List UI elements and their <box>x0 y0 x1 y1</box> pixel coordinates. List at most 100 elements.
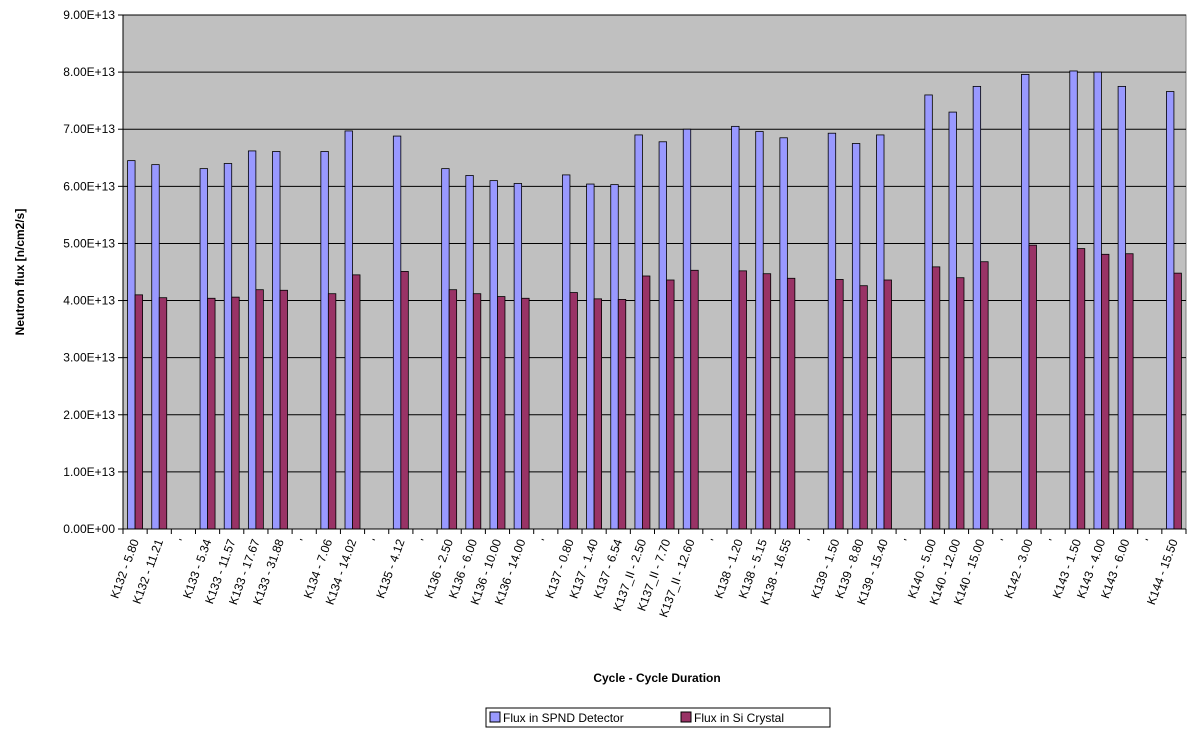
bar-si <box>134 294 143 530</box>
bar-spnd <box>851 143 861 530</box>
bar-si <box>279 289 288 530</box>
bar-spnd <box>972 85 982 530</box>
x-tick-label: ' <box>901 537 915 544</box>
bar-si <box>207 297 216 530</box>
bar-spnd <box>779 137 788 530</box>
bar-spnd <box>272 151 281 530</box>
bar-si <box>1173 272 1182 530</box>
bar-si <box>835 279 844 530</box>
legend-label-spnd: Flux in SPND Detector <box>503 711 624 725</box>
bar-si <box>521 297 530 530</box>
bar-si <box>1101 253 1110 530</box>
y-tick-label: 1.00E+13 <box>63 465 115 479</box>
x-tick-label: ' <box>539 537 553 544</box>
bar-spnd <box>151 164 160 530</box>
x-tick-label: ' <box>370 537 384 544</box>
bar-spnd <box>876 134 885 530</box>
y-axis-title: Neutron flux [n/cm2/s] <box>13 209 27 336</box>
bar-spnd <box>465 175 474 530</box>
bar-spnd <box>948 111 957 530</box>
y-tick-label: 9.00E+13 <box>63 8 115 22</box>
bar-si <box>883 279 892 530</box>
bar-spnd <box>344 130 353 530</box>
bar-si <box>327 293 337 530</box>
bar-spnd <box>731 125 740 530</box>
bar-si <box>617 299 627 530</box>
legend-swatch-si <box>680 711 692 723</box>
bars <box>127 70 1182 530</box>
bar-spnd <box>1093 71 1102 530</box>
bar-spnd <box>392 135 402 530</box>
x-tick-label: ' <box>1046 537 1060 544</box>
y-tick-label: 4.00E+13 <box>63 294 115 308</box>
bar-si <box>448 289 458 530</box>
x-tick-label: ' <box>297 537 311 544</box>
y-tick-label: 7.00E+13 <box>63 122 115 136</box>
y-tick-label: 2.00E+13 <box>63 408 115 422</box>
bar-si <box>738 270 747 530</box>
x-tick-label: ' <box>998 537 1012 544</box>
y-tick-label: 3.00E+13 <box>63 351 115 365</box>
y-tick-label: 5.00E+13 <box>63 236 115 250</box>
bar-si <box>956 277 965 530</box>
bar-spnd <box>1117 85 1127 530</box>
axes <box>118 14 1187 534</box>
bar-si <box>400 271 409 530</box>
bar-si <box>931 266 941 530</box>
bar-spnd <box>441 168 450 530</box>
bar-spnd <box>610 184 619 530</box>
legend-box <box>485 707 831 728</box>
x-tick-label: K144 - 15.50 <box>1144 537 1181 607</box>
bar-si <box>158 297 168 530</box>
bar-spnd <box>1021 73 1030 530</box>
bar-si <box>352 274 361 530</box>
y-tick-label: 8.00E+13 <box>63 65 115 79</box>
bar-spnd <box>1166 91 1175 530</box>
bar-spnd <box>199 168 208 530</box>
bar-si <box>666 279 675 530</box>
bar-si <box>231 296 240 530</box>
bar-spnd <box>127 160 136 530</box>
bar-spnd <box>562 174 571 530</box>
bar-si <box>762 273 772 530</box>
bar-spnd <box>586 183 595 530</box>
x-tick-label: ' <box>804 537 818 544</box>
bar-spnd <box>247 150 257 530</box>
bar-si <box>980 261 989 530</box>
y-tick-label: 0.00E+00 <box>63 522 115 536</box>
bar-si <box>859 285 868 530</box>
x-tick-label: ' <box>418 537 432 544</box>
bar-si <box>642 275 651 530</box>
bar-si <box>472 293 482 530</box>
plot-area <box>122 14 1187 530</box>
bar-spnd <box>924 94 933 530</box>
bar-si <box>593 298 603 530</box>
x-tick-label: ' <box>176 537 190 544</box>
bar-si <box>1125 253 1134 530</box>
x-tick-label: K135 - 4.12 <box>373 537 407 600</box>
bar-spnd <box>827 132 837 530</box>
bar-spnd <box>658 141 667 530</box>
bar-si <box>1028 244 1037 530</box>
x-tick-label: ' <box>1143 537 1157 544</box>
bar-si <box>255 289 264 530</box>
bar-spnd <box>223 163 233 530</box>
legend-swatch-spnd <box>489 711 501 723</box>
bar-si <box>1076 248 1086 530</box>
x-axis-title: Cycle - Cycle Duration <box>593 671 720 685</box>
bar-spnd <box>682 128 692 530</box>
bar-spnd <box>755 131 764 530</box>
bar-spnd <box>634 134 643 530</box>
bar-si <box>497 296 506 530</box>
x-tick-label: ' <box>708 537 722 544</box>
legend: Flux in SPND Detector Flux in Si Crystal <box>485 707 831 728</box>
bar-spnd <box>513 183 523 530</box>
gridlines <box>123 14 1186 473</box>
x-tick-label: K142 - 3.00 <box>1001 537 1035 600</box>
bar-si <box>690 269 699 530</box>
bar-spnd <box>489 180 498 530</box>
legend-label-si: Flux in Si Crystal <box>694 711 784 725</box>
